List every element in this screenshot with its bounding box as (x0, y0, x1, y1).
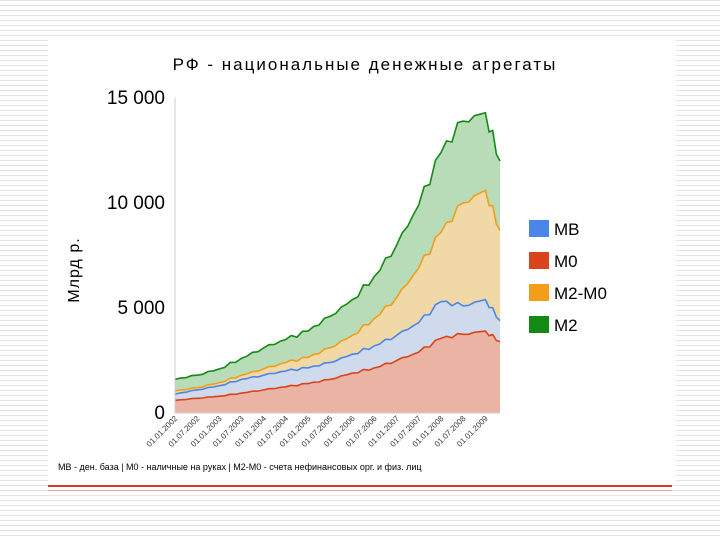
plot-area (174, 98, 501, 414)
legend-label: M2 (554, 316, 578, 335)
series-line-m2 (174, 111, 501, 381)
divider-line (48, 485, 672, 487)
series-line-m0 (174, 330, 501, 402)
legend-swatch (529, 316, 549, 333)
y-tick-label: 15 000 (107, 88, 165, 109)
legend-swatch (529, 252, 549, 269)
legend-label: MB (554, 220, 580, 239)
legend-swatch (529, 284, 549, 301)
legend-label: M0 (554, 252, 578, 271)
legend-label: M2-M0 (554, 284, 607, 303)
chart-title: РФ - национальные денежные агрегаты (173, 55, 558, 74)
series-line-mb (174, 298, 501, 395)
series-line-m2-m0 (174, 189, 501, 392)
y-tick-label: 10 000 (107, 193, 165, 214)
footnote: MB - ден. база | M0 - наличные на руках … (58, 462, 422, 472)
y-tick-label: 5 000 (117, 298, 165, 319)
legend: MB M0 M2-M0 M2 (529, 220, 607, 335)
y-axis-ticks: 0 5 000 10 000 15 000 (107, 88, 165, 424)
divider-line-thin (48, 490, 672, 491)
series-area-m0 (175, 331, 500, 413)
y-axis-label: Млрд р. (66, 237, 83, 302)
x-axis-ticks: 01.01.200201.07.200201.01.200301.07.2003… (145, 414, 490, 449)
y-tick-label: 0 (154, 403, 165, 424)
legend-swatch (529, 220, 549, 237)
